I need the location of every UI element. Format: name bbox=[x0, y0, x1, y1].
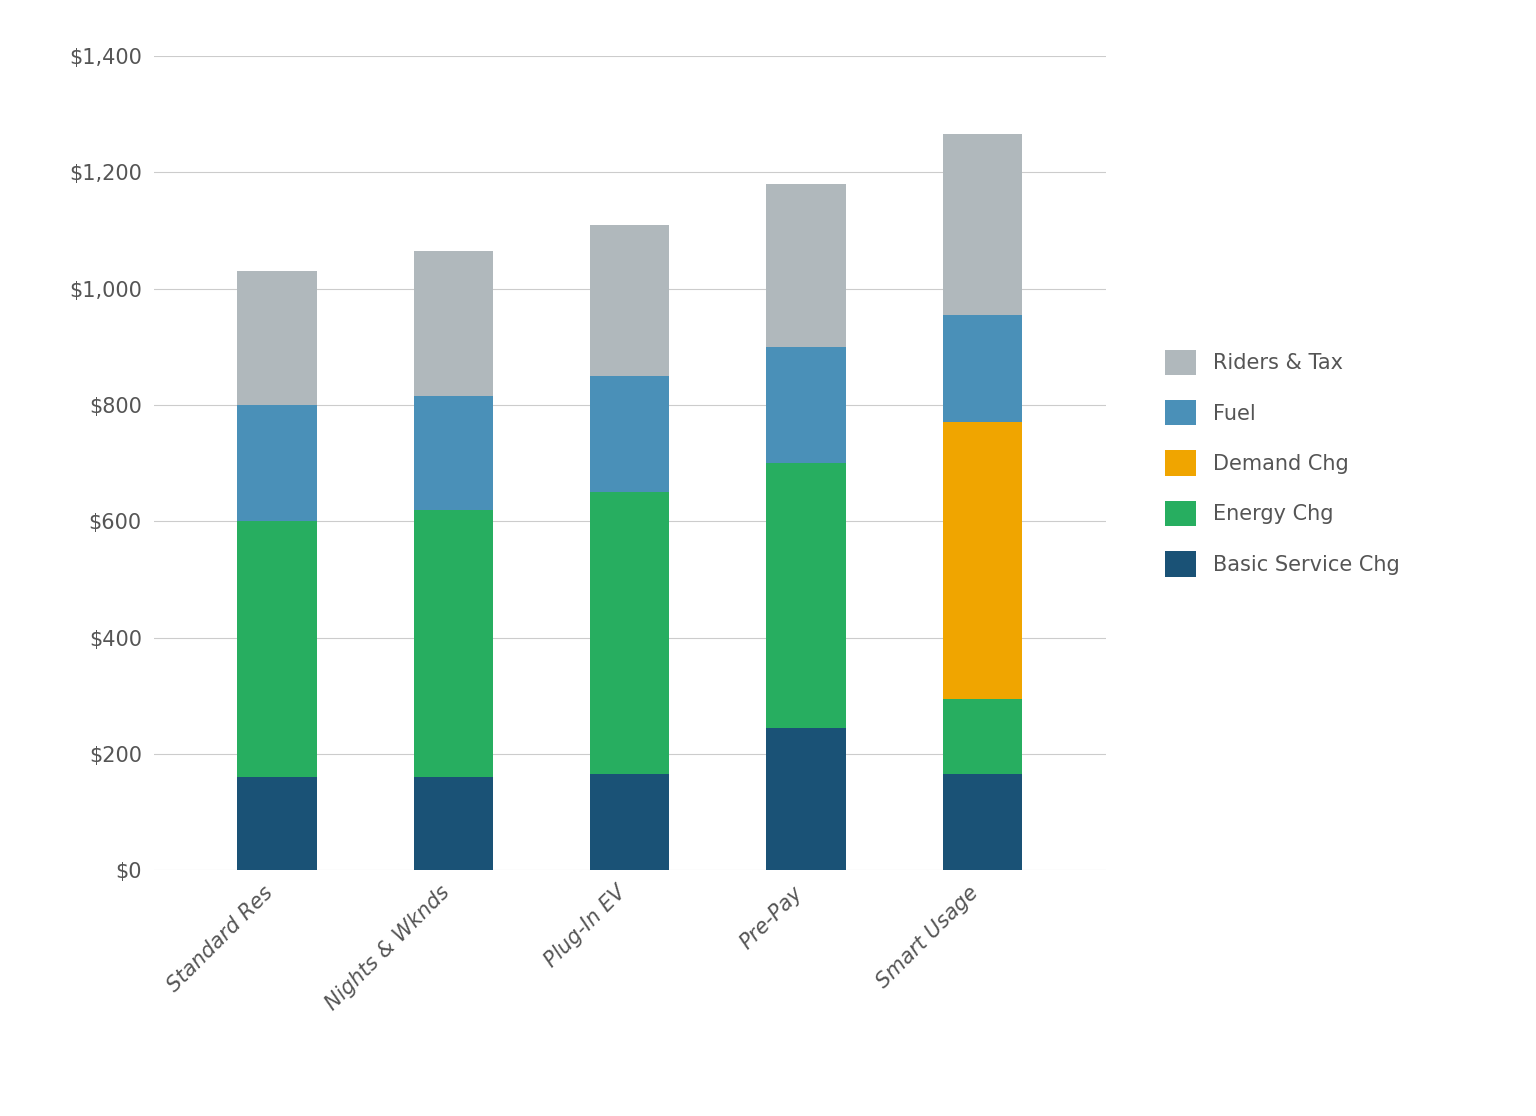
Bar bbox=[766, 347, 846, 463]
Bar bbox=[943, 699, 1021, 775]
Legend: Riders & Tax, Fuel, Demand Chg, Energy Chg, Basic Service Chg: Riders & Tax, Fuel, Demand Chg, Energy C… bbox=[1155, 339, 1410, 587]
Bar bbox=[413, 396, 493, 510]
Bar bbox=[943, 134, 1021, 315]
Bar bbox=[413, 510, 493, 778]
Bar bbox=[943, 775, 1021, 870]
Bar bbox=[238, 778, 316, 870]
Bar bbox=[590, 492, 670, 775]
Bar bbox=[590, 376, 670, 492]
Bar bbox=[238, 271, 316, 405]
Bar bbox=[238, 521, 316, 778]
Bar bbox=[413, 778, 493, 870]
Bar bbox=[590, 775, 670, 870]
Bar bbox=[238, 405, 316, 521]
Bar bbox=[766, 728, 846, 870]
Bar bbox=[943, 422, 1021, 699]
Bar bbox=[413, 251, 493, 396]
Bar bbox=[943, 315, 1021, 422]
Bar bbox=[766, 184, 846, 347]
Bar bbox=[590, 224, 670, 376]
Bar bbox=[766, 463, 846, 728]
